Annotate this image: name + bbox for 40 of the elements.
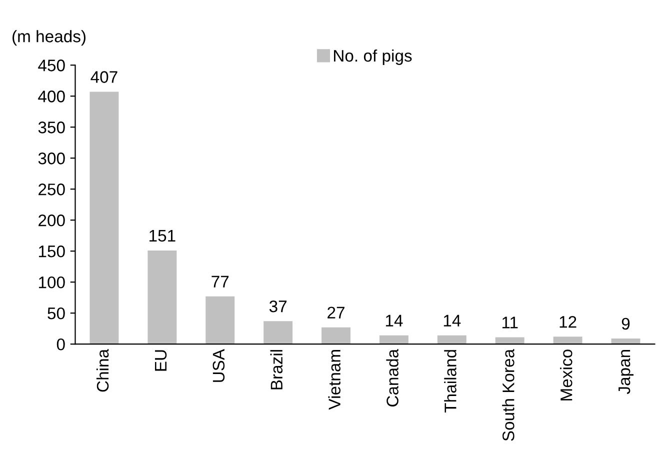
y-tick-label: 200	[38, 214, 65, 226]
x-tick-label: USA	[212, 348, 225, 382]
data-label: 9	[622, 318, 630, 330]
bar	[553, 336, 582, 344]
y-tick-label: 300	[38, 152, 65, 164]
data-label: 37	[269, 300, 286, 312]
bar	[322, 327, 350, 344]
bar	[206, 296, 235, 344]
data-label: 151	[150, 230, 176, 242]
data-label: 77	[212, 276, 229, 288]
y-tick-label: 450	[38, 60, 65, 72]
x-tick-label: EU	[155, 350, 167, 371]
data-label: 14	[444, 314, 461, 326]
x-tick-label: South Korea	[502, 348, 514, 441]
y-tick-label: 0	[56, 338, 65, 350]
data-label: 27	[328, 306, 344, 318]
bar	[90, 92, 119, 344]
bar	[148, 250, 177, 344]
y-tick-label: 100	[38, 276, 65, 288]
data-label: 12	[560, 316, 576, 328]
legend-label: No. of pigs	[334, 49, 412, 65]
y-axis-title: (m heads)	[12, 30, 86, 46]
bar	[264, 321, 293, 344]
x-tick-label: China	[96, 348, 109, 392]
y-tick-label: 150	[38, 246, 65, 258]
data-label: 407	[90, 71, 118, 83]
x-tick-label: Brazil	[270, 350, 283, 390]
y-tick-label: 50	[48, 307, 65, 320]
y-tick-label: 400	[38, 90, 65, 102]
y-tick-label: 350	[38, 122, 65, 134]
data-label: 14	[386, 314, 403, 326]
bar	[437, 335, 466, 344]
x-tick-label: Japan	[618, 350, 634, 394]
x-tick-label: Mexico	[560, 350, 572, 400]
x-tick-label: Vietnam	[328, 350, 340, 410]
y-tick-label: 250	[38, 184, 65, 196]
x-tick-label: Canada	[386, 348, 398, 406]
bar	[379, 335, 408, 344]
data-label: 11	[502, 316, 518, 328]
x-tick-label: Thailand	[444, 350, 456, 412]
